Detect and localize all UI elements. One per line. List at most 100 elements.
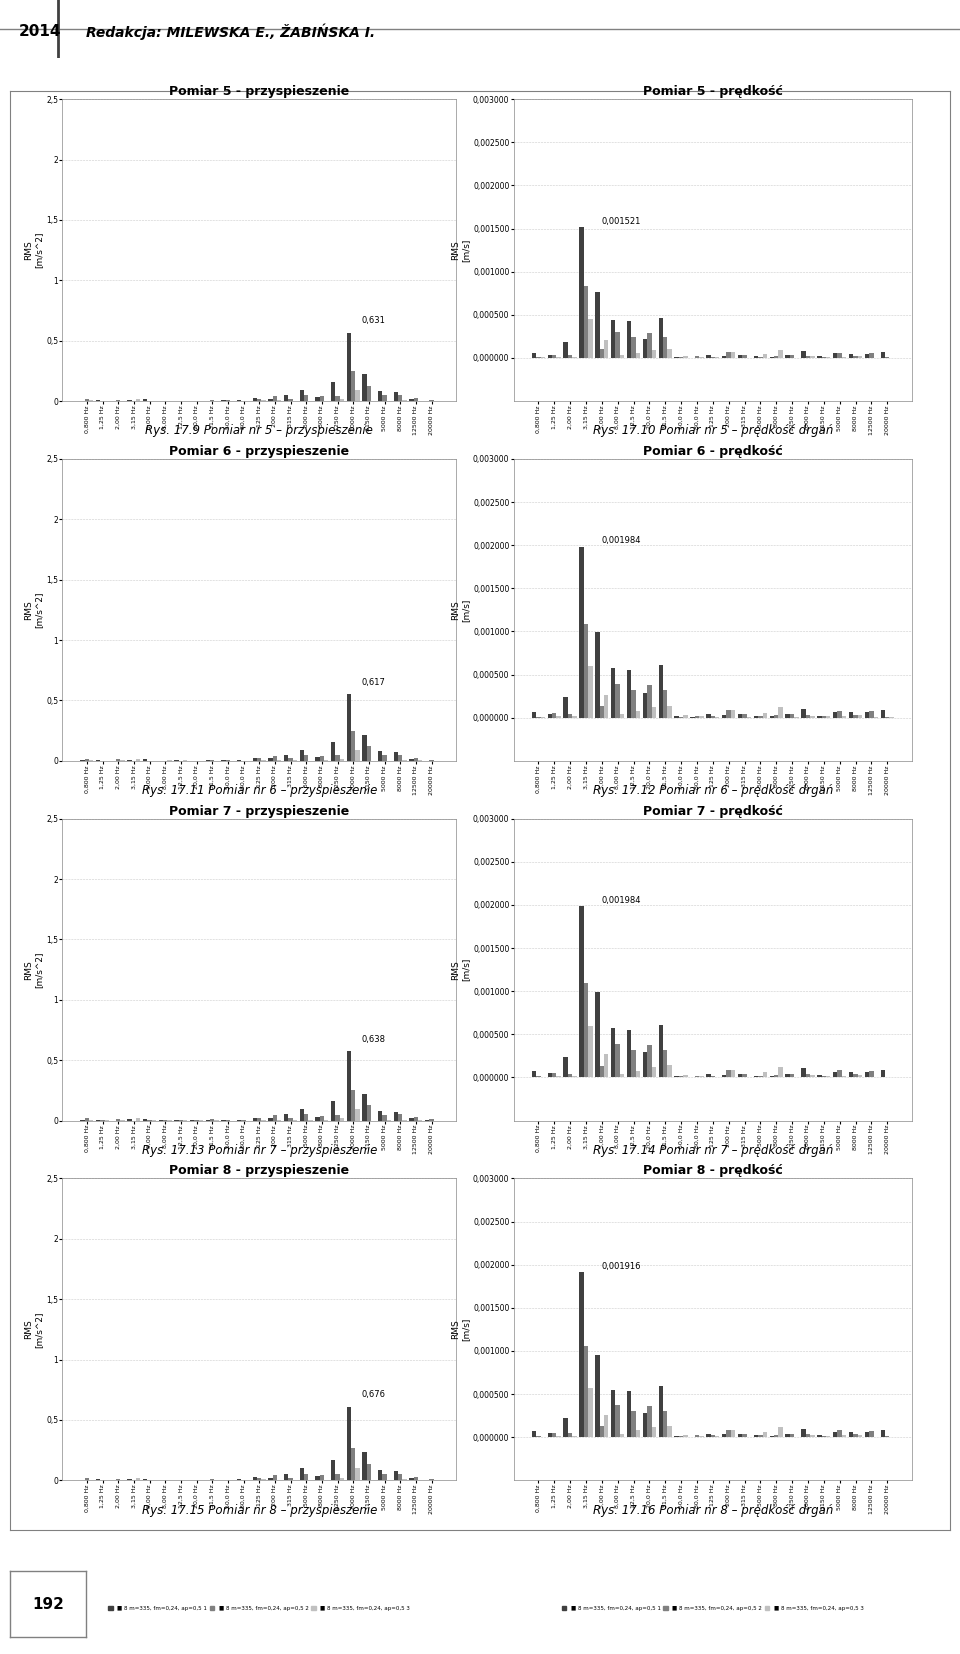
Bar xyxy=(774,1075,779,1077)
Bar xyxy=(805,356,810,357)
Bar xyxy=(355,1110,360,1121)
Bar xyxy=(532,711,536,718)
Bar xyxy=(409,759,414,761)
Bar xyxy=(273,756,277,761)
Bar xyxy=(842,1075,847,1077)
Bar xyxy=(805,1434,810,1437)
Bar xyxy=(853,1434,857,1437)
Text: Rys. 17.15 Pomiar nr 8 – przyspieszenie: Rys. 17.15 Pomiar nr 8 – przyspieszenie xyxy=(141,1503,377,1517)
Bar xyxy=(790,715,794,718)
Bar xyxy=(642,693,647,718)
Bar xyxy=(667,706,672,718)
Bar xyxy=(579,1272,584,1437)
Bar xyxy=(362,734,367,761)
Text: Rys. 17.12 Pomiar nr 6 – prędkość drgań: Rys. 17.12 Pomiar nr 6 – prędkość drgań xyxy=(592,784,833,797)
Bar xyxy=(335,1115,340,1121)
Bar xyxy=(779,1427,783,1437)
Bar xyxy=(615,1044,620,1077)
Bar xyxy=(663,337,667,357)
Bar xyxy=(869,1431,874,1437)
Legend: ■ 7 m=335, fm=0,21, ap=0,5 1, ■ 7 m=335, fm=0,21, ap=0,5 2, ■ 7 m=335, fm=0,21, : ■ 7 m=335, fm=0,21, ap=0,5 1, ■ 7 m=335,… xyxy=(560,1244,866,1254)
Bar xyxy=(880,1070,885,1077)
Bar xyxy=(547,1434,552,1437)
Bar xyxy=(284,754,288,761)
Bar xyxy=(611,321,615,357)
Bar xyxy=(627,1391,632,1437)
Bar xyxy=(659,665,663,718)
Text: Rys. 17.16 Pomiar nr 8 – prędkość drgań: Rys. 17.16 Pomiar nr 8 – prędkość drgań xyxy=(592,1503,833,1517)
Bar xyxy=(315,758,320,761)
Bar xyxy=(320,1475,324,1480)
Bar xyxy=(136,399,140,402)
Bar xyxy=(647,1045,652,1077)
Bar xyxy=(136,1479,140,1480)
Bar xyxy=(300,390,304,402)
Bar xyxy=(143,399,147,402)
Bar xyxy=(738,356,742,357)
Bar xyxy=(684,356,687,357)
Bar xyxy=(779,1067,783,1077)
Bar xyxy=(252,758,257,761)
Bar xyxy=(857,1075,862,1077)
Bar xyxy=(817,1436,822,1437)
Bar xyxy=(355,749,360,761)
Bar xyxy=(842,1436,847,1437)
Bar xyxy=(642,1052,647,1077)
Bar xyxy=(409,1118,414,1121)
Bar xyxy=(284,1115,288,1121)
Bar xyxy=(604,695,609,718)
Bar xyxy=(659,1025,663,1077)
Bar xyxy=(579,546,584,718)
Text: 0,617: 0,617 xyxy=(361,678,385,686)
Bar xyxy=(742,356,747,357)
Bar xyxy=(347,693,351,761)
Title: Pomiar 5 - przyspieszenie: Pomiar 5 - przyspieszenie xyxy=(169,84,349,98)
Bar xyxy=(620,1434,624,1437)
Bar xyxy=(667,1065,672,1077)
Bar xyxy=(595,1355,600,1437)
Bar xyxy=(849,711,853,718)
Bar xyxy=(340,399,344,402)
Bar xyxy=(604,1054,609,1077)
Bar xyxy=(252,1118,257,1121)
Bar xyxy=(695,1436,699,1437)
Y-axis label: RMS
[m/s^2]: RMS [m/s^2] xyxy=(24,951,43,987)
Text: Rys. 17.11 Pomiar nr 6 – przyspieszenie: Rys. 17.11 Pomiar nr 6 – przyspieszenie xyxy=(141,784,377,797)
Bar xyxy=(857,715,862,718)
Bar xyxy=(785,1073,790,1077)
Text: 0,001984: 0,001984 xyxy=(601,896,640,905)
Bar xyxy=(414,758,418,761)
Bar xyxy=(273,1475,277,1480)
Bar xyxy=(572,1075,577,1077)
Bar xyxy=(394,1111,398,1121)
Bar xyxy=(627,670,632,718)
Bar xyxy=(722,1075,727,1077)
Bar xyxy=(362,374,367,402)
Bar xyxy=(552,1073,557,1077)
Bar xyxy=(304,1474,308,1480)
Bar xyxy=(810,716,815,718)
Bar xyxy=(347,1408,351,1480)
Bar xyxy=(707,1073,710,1077)
Legend: ■ 6 m=335, fm=0,20, ap=0,5 1, ■ 6 m=335, fm=0,20, ap=0,5 2, ■ 6 m=335, fm=0,20, : ■ 6 m=335, fm=0,20, ap=0,5 1, ■ 6 m=335,… xyxy=(106,885,413,893)
Bar xyxy=(880,352,885,357)
Bar xyxy=(268,1477,273,1480)
Bar xyxy=(727,1070,731,1077)
Bar xyxy=(849,1432,853,1437)
Bar xyxy=(257,1479,261,1480)
Bar xyxy=(731,352,735,357)
Text: 0,001984: 0,001984 xyxy=(601,536,640,546)
Bar xyxy=(382,395,387,402)
Bar xyxy=(611,1029,615,1077)
Bar xyxy=(84,1118,89,1121)
Bar xyxy=(394,392,398,402)
Bar xyxy=(805,1075,810,1077)
Bar xyxy=(627,321,632,357)
Bar xyxy=(568,715,572,718)
Bar xyxy=(588,667,592,718)
Bar xyxy=(833,1432,837,1437)
Bar xyxy=(837,1070,842,1077)
Bar xyxy=(853,715,857,718)
Text: Rys. 17.14 Pomiar nr 7 – prędkość drgań: Rys. 17.14 Pomiar nr 7 – prędkość drgań xyxy=(592,1145,833,1156)
Bar xyxy=(257,759,261,761)
